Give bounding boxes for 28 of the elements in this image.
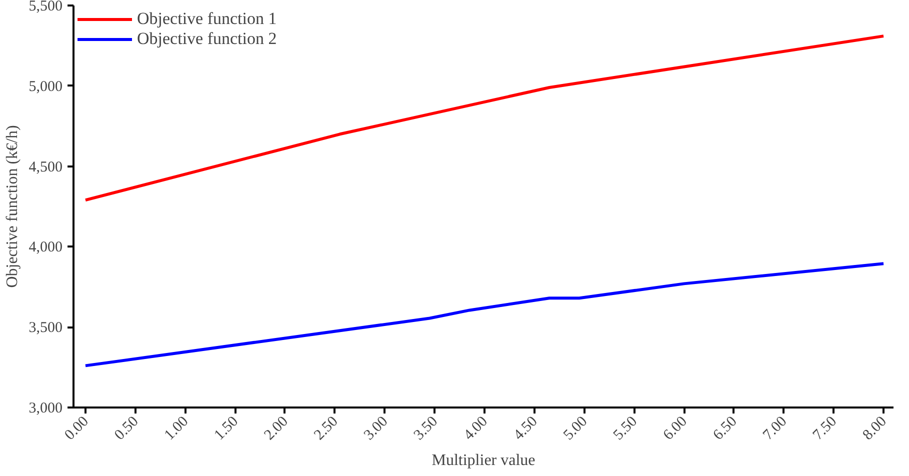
y-axis-title: Objective function (k€/h) <box>4 125 21 288</box>
legend-label: Objective function 2 <box>137 29 277 49</box>
y-tick-label: 5,500 <box>28 0 62 14</box>
x-tick-label: 2.00 <box>261 414 292 444</box>
line-series <box>84 262 886 368</box>
x-tick-label: 3.00 <box>361 414 392 444</box>
x-tick-label: 7.50 <box>810 414 840 444</box>
x-tick-label: 6.00 <box>660 414 690 444</box>
x-tick-label: 4.00 <box>460 414 491 444</box>
x-tick-label: 4.50 <box>510 414 541 444</box>
x-axis-title: Multiplier value <box>432 452 536 470</box>
y-tick-label: 3,000 <box>28 400 62 416</box>
x-tick-label: 6.50 <box>710 414 740 444</box>
y-tick-label: 4,000 <box>28 240 62 256</box>
x-tick-label: 5.50 <box>610 414 640 444</box>
x-tick-label: 1.50 <box>212 414 242 444</box>
y-tick-label: 3,500 <box>28 320 62 336</box>
x-tick-label: 1.00 <box>162 414 192 444</box>
y-tick-label: 5,000 <box>28 78 62 95</box>
x-tick-label: 0.00 <box>62 414 92 444</box>
x-tick-label: 0.50 <box>112 414 142 444</box>
x-tick-label: 3.50 <box>411 414 441 444</box>
x-tick-label: 5.00 <box>560 414 591 444</box>
x-tick-label: 8.00 <box>860 414 890 444</box>
x-tick-label: 2.50 <box>311 414 342 444</box>
legend-label: Objective function 1 <box>137 9 277 29</box>
y-tick-label: 4,500 <box>28 159 62 176</box>
x-tick-label: 7.00 <box>760 414 790 444</box>
